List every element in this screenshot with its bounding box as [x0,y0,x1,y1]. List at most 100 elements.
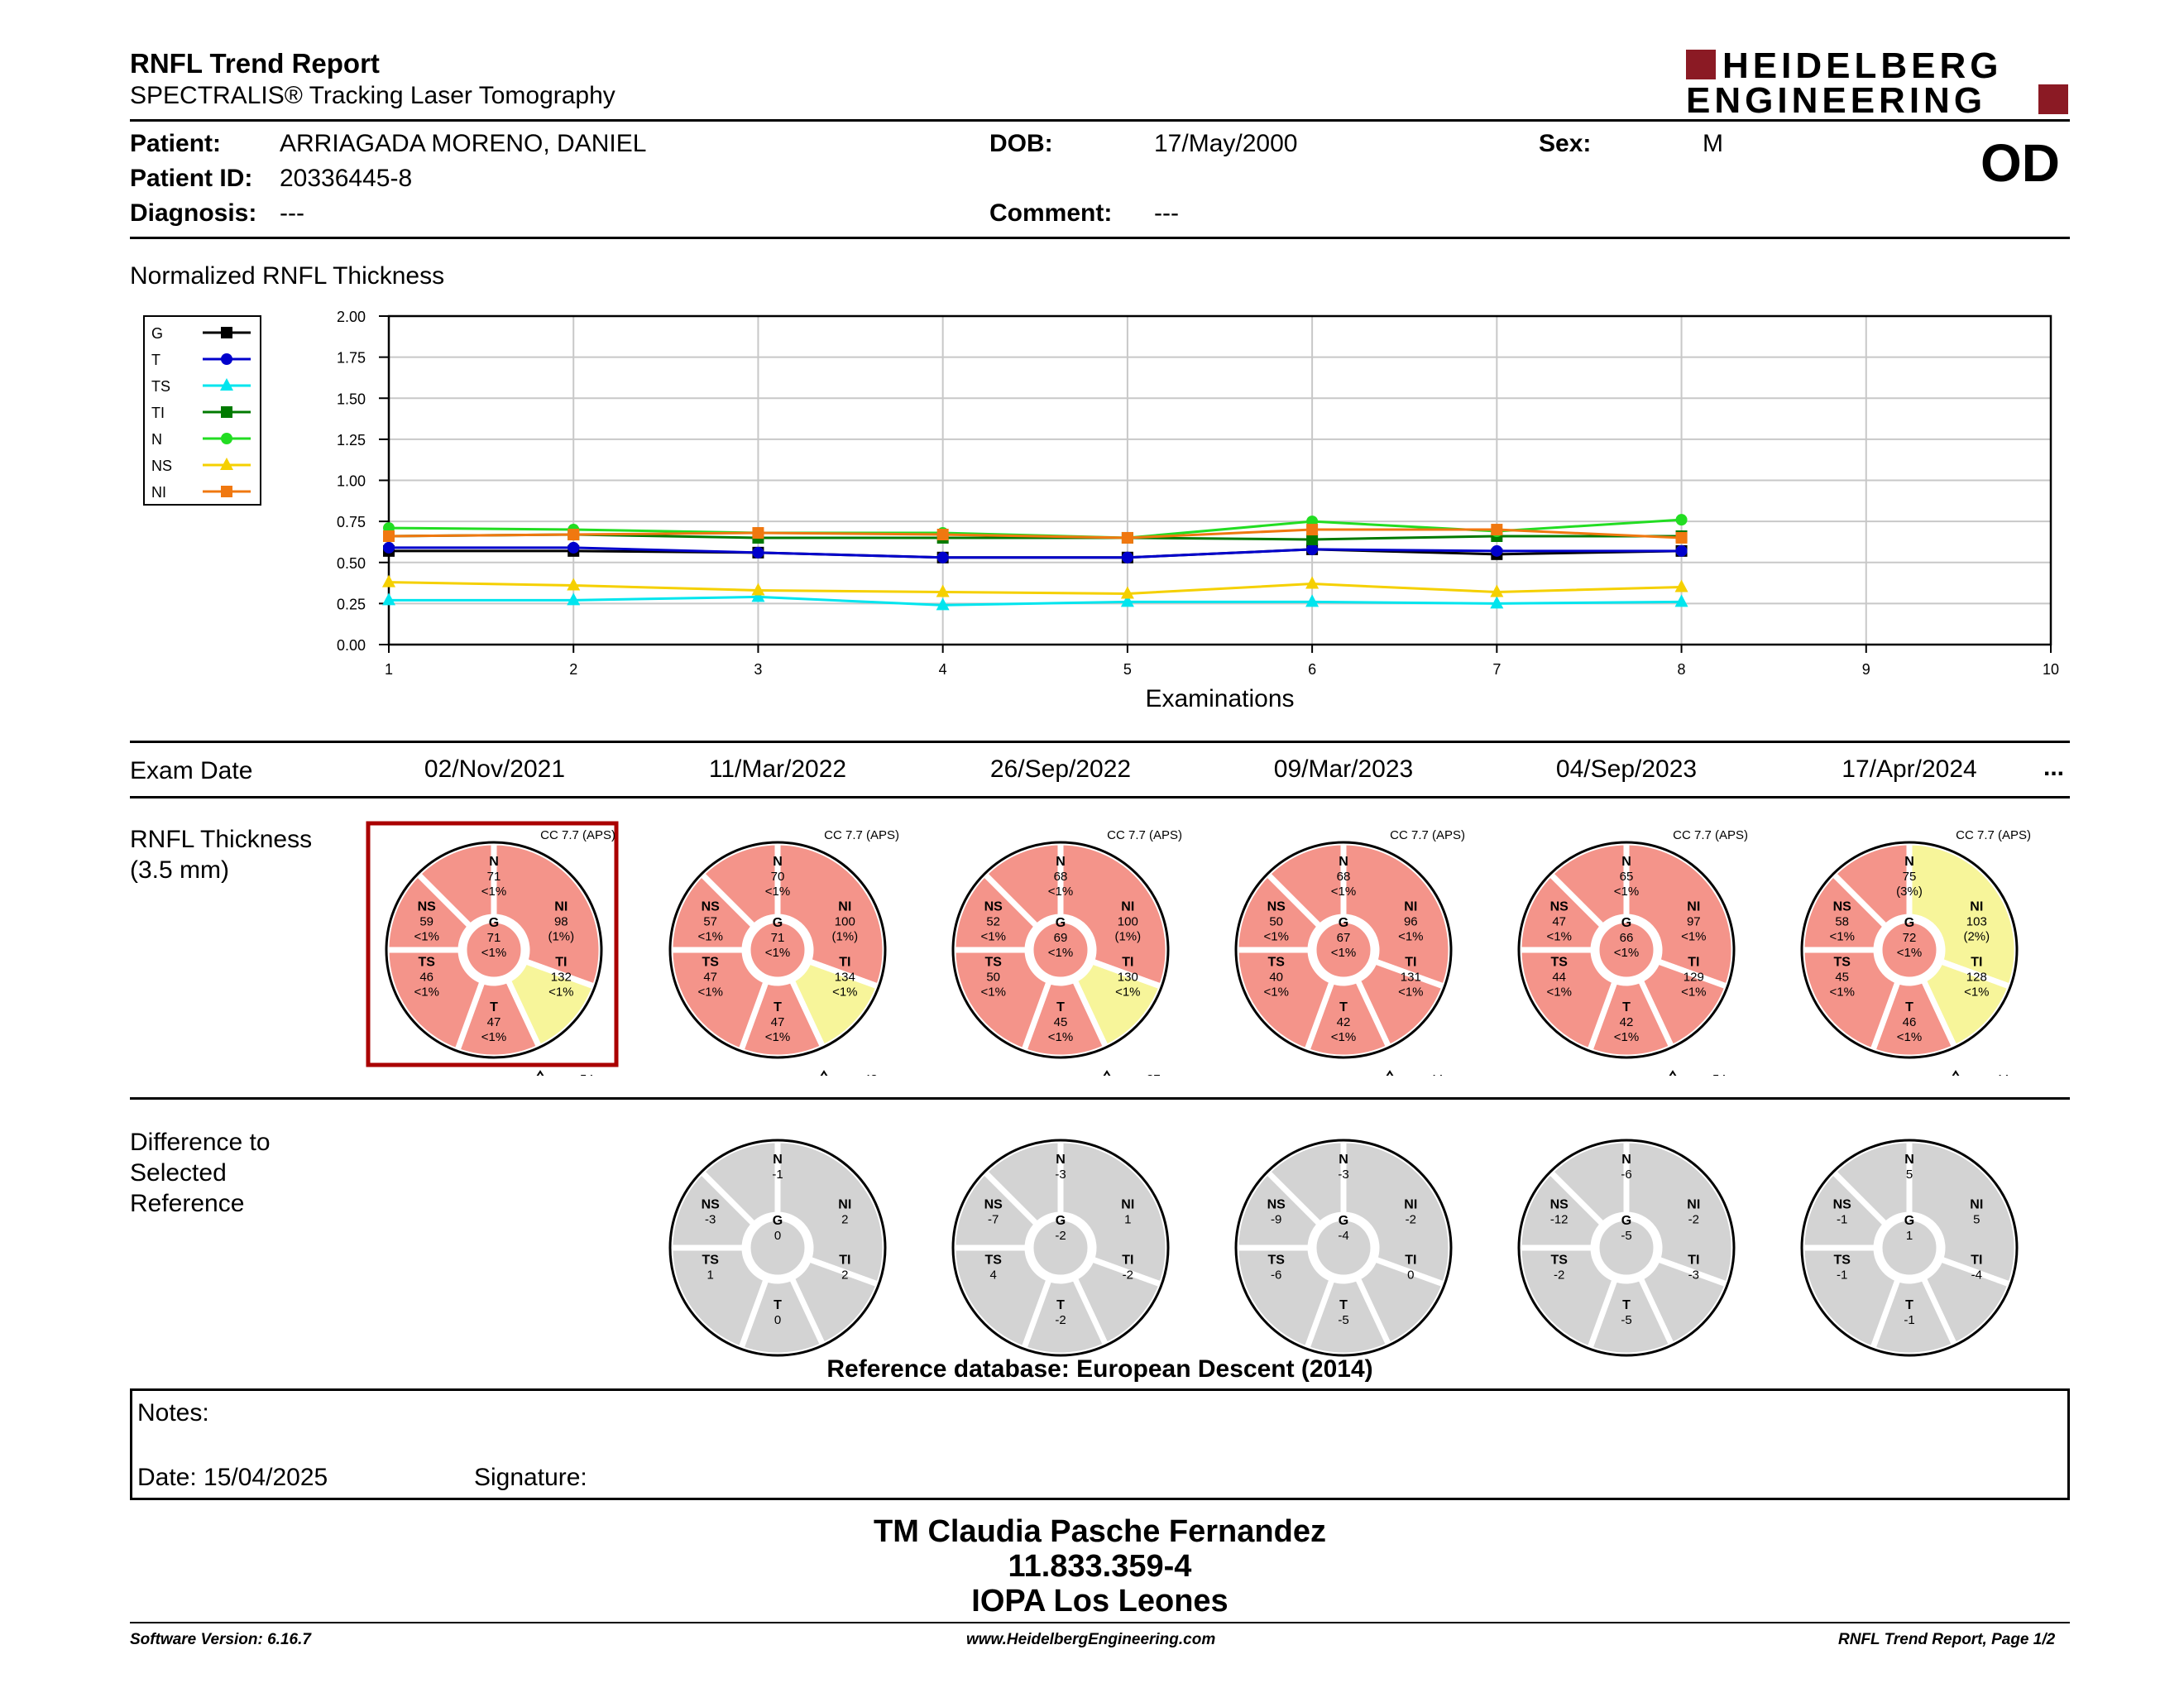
sector-value-ns: -3 [705,1212,716,1226]
sector-value-ni: 97 [1687,914,1701,928]
reference-database: Reference database: European Descent (20… [826,1355,1373,1383]
x-tick-label: 6 [1308,661,1316,678]
outer-ring [385,841,603,1059]
chart-legend: GT TS TI N NS NI [143,315,261,506]
sector-label-n: N [1621,855,1631,869]
logo-word-top: HEIDELBERG [1722,46,2003,86]
sector-value-g: -4 [1338,1229,1348,1243]
exam-date-5: 04/Sep/2023 [1555,755,1698,783]
sector-label-g: G [489,916,499,930]
signature-label: Signature: [474,1464,587,1491]
selected-reference-frame [366,821,619,1067]
sector-value-ti: <1% [1398,985,1423,1000]
legend-box [143,315,261,506]
x-tick-label: 4 [939,661,947,678]
sector-label-g: G [1339,1214,1348,1228]
sector-value-ts: <1% [1546,985,1571,1000]
sector-label-ns: NS [1550,1197,1569,1211]
software-version: Software Version: 6.16.7 [130,1631,311,1648]
sector-label-n: N [1904,1153,1914,1167]
sector-value-g: 71 [771,931,785,945]
sector-label-ns: NS [1550,899,1569,914]
sector-value-g: <1% [765,946,790,960]
sector-value-ni: (1%) [548,929,574,943]
sector-value-g: <1% [1614,946,1639,960]
sector-label-t: T [1056,1000,1065,1014]
sector-label-ns: NS [1267,899,1286,914]
sector-value-g: 1 [1906,1229,1913,1243]
difference-circle-5: TS-2NS-12N-6NI-2TI-3T-5G-5 [1516,1137,1737,1359]
sector-g [1593,1215,1660,1281]
patient-id-value: 20336445-8 [280,165,413,192]
outer-ring [1234,1139,1453,1357]
patient-id-label: Patient ID: [130,165,253,192]
sector-value-ni: 5 [1973,1212,1980,1226]
legend-marker [221,433,232,444]
sector-value-ti: 134 [835,971,855,985]
series-ts [382,589,1688,611]
sector-label-ns: NS [1833,899,1852,914]
rnfl-thickness-row: CC 7.7 (APS)TS46<1%NS59<1%N71<1%NI98(1%)… [366,821,2031,1076]
sector-value-t: 42 [1337,1015,1351,1029]
sector-label-n: N [1056,855,1066,869]
legend-marker [221,353,232,365]
sector-value-ti: <1% [1964,985,1989,1000]
sector-value-ts: 46 [419,971,433,985]
sector-value-ts: 40 [1269,971,1283,985]
sector-value-ns: <1% [1829,929,1854,943]
sector-value-t: 0 [774,1313,781,1327]
sector-value-g: <1% [1048,946,1073,960]
legend-label: TI [151,405,165,421]
eye-indicator: OD [1980,133,2060,193]
sector-value-ts: 1 [707,1268,714,1283]
outer-ring [951,1139,1170,1357]
sector-label-ti: TI [1122,956,1133,970]
sector-label-t: T [1622,1298,1631,1312]
sector-label-g: G [1056,916,1066,930]
chart-rule [130,741,2070,743]
sector-label-ti: TI [1122,1254,1133,1268]
difference-label: Difference to Selected Reference [130,1129,271,1217]
series-line-ts [389,595,1682,607]
sector-value-n: 75 [1903,870,1917,884]
sector-value-ni: 100 [1118,914,1138,928]
sector-label-ns: NS [984,1197,1003,1211]
sector-value-n: 68 [1337,870,1351,884]
series-line-ni [388,528,1682,539]
sector-value-t: -2 [1055,1313,1066,1327]
sector-label-ns: NS [984,899,1003,914]
sector-value-ti: <1% [1115,985,1140,1000]
sector-value-t: -5 [1621,1313,1631,1327]
sector-value-ns: -9 [1271,1212,1281,1226]
data-point [382,592,395,606]
sector-value-ns: <1% [414,929,438,943]
data-point [383,541,395,554]
sector-value-n: <1% [481,885,506,899]
sector-label-ti: TI [1405,1254,1416,1268]
sector-value-ti: 131 [1401,971,1421,985]
exam-date-4: 09/Mar/2023 [1273,755,1414,783]
website-link[interactable]: www.HeidelbergEngineering.com [966,1631,1216,1648]
legend-marker [220,378,233,391]
sector-label-ti: TI [1405,956,1416,970]
sector-value-ti: 132 [551,971,572,985]
sector-value-t: 47 [771,1015,785,1029]
sector-value-ts: <1% [1263,985,1288,1000]
x-tick-label: 3 [754,661,762,678]
sector-value-ns: 58 [1835,914,1849,928]
sector-value-ns: <1% [1546,929,1571,943]
sector-value-ns: 50 [1269,914,1283,928]
sector-value-ni: -2 [1406,1212,1416,1226]
outer-ring [1800,1139,2019,1357]
sector-label-n: N [1904,855,1914,869]
data-point [1491,544,1503,557]
sector-label-ns: NS [702,899,721,914]
sector-value-n: -3 [1338,1168,1348,1182]
sector-value-ti: 2 [841,1268,848,1283]
sector-value-t: 45 [1054,1015,1068,1029]
sector-value-n: <1% [1331,885,1356,899]
y-tick-label: 1.25 [337,432,366,448]
thickness-circle: TS46<1%NS59<1%N71<1%NI98(1%)TI132<1%T47<… [383,839,605,1061]
sector-label-ts: TS [984,956,1002,970]
